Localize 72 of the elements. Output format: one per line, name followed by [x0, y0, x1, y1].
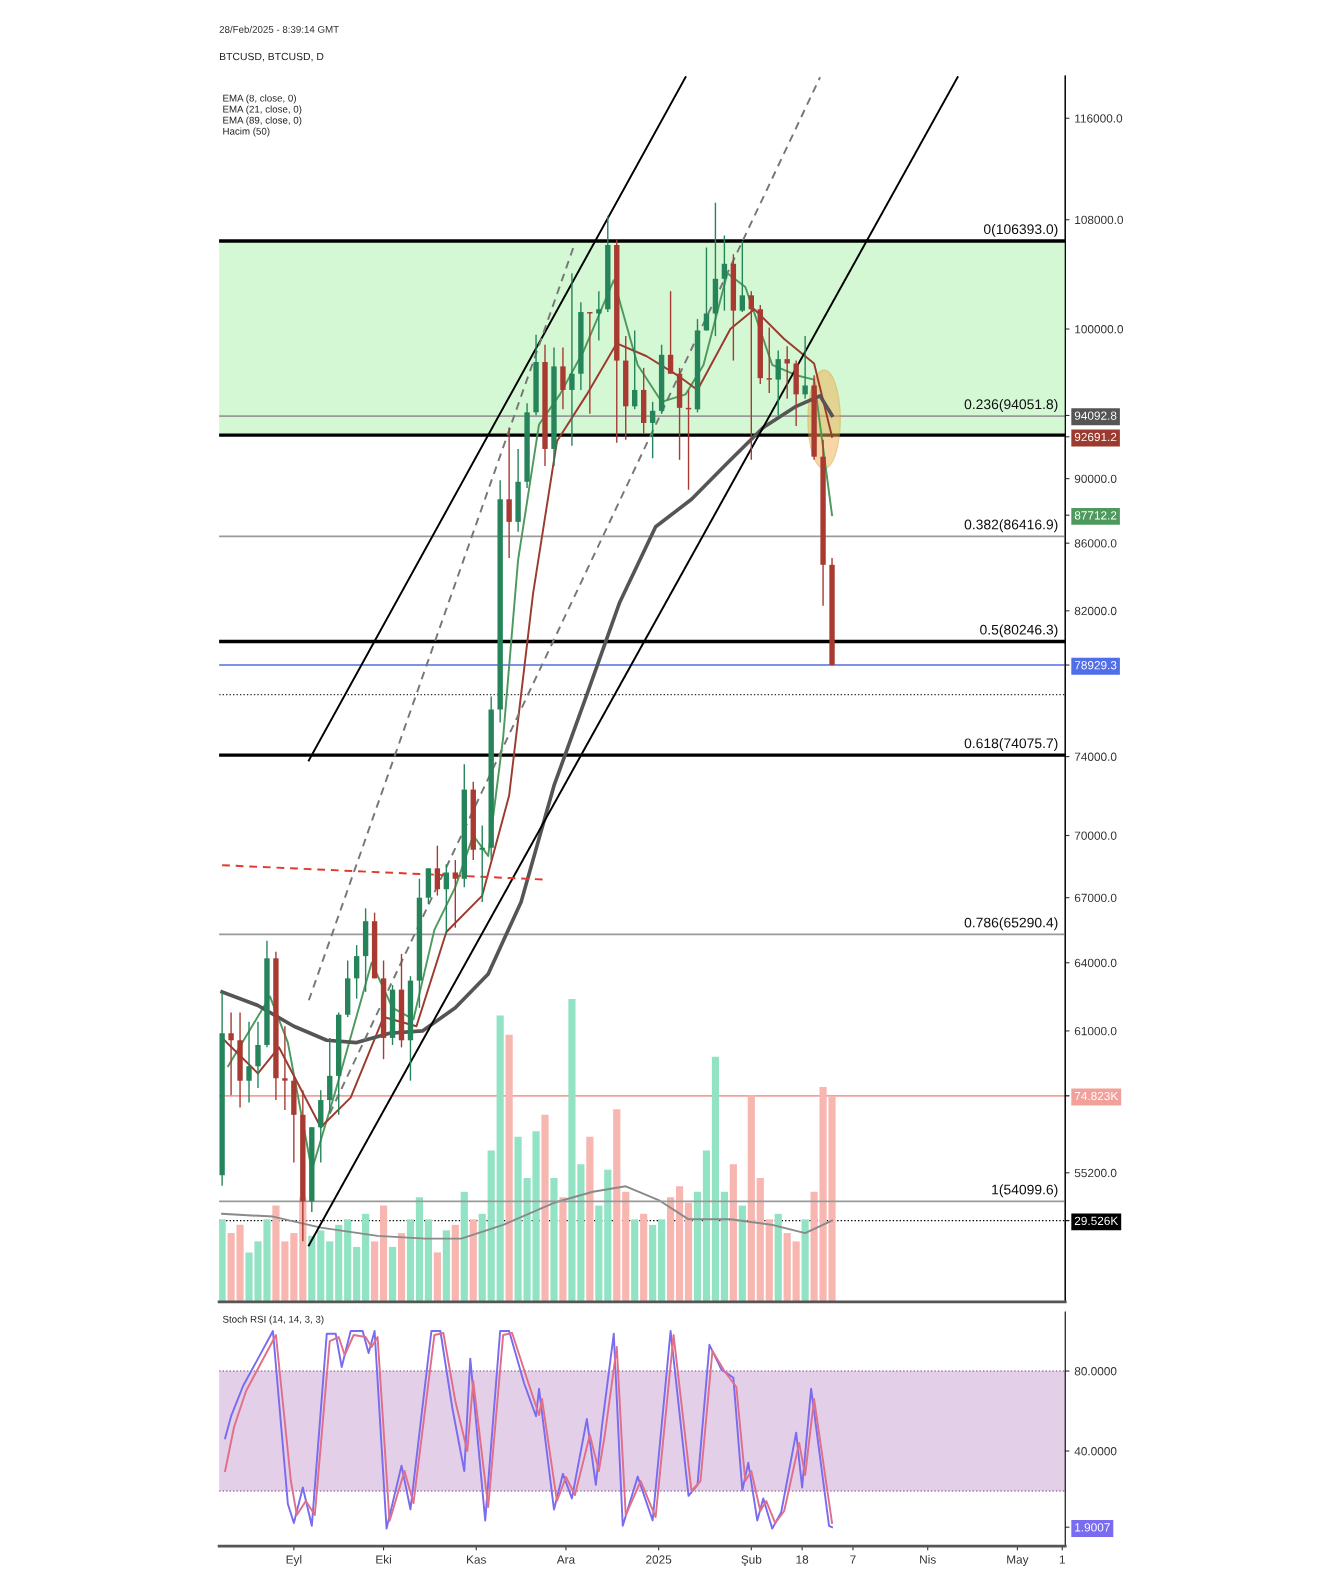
x-tick-label: 18: [796, 1555, 809, 1564]
ref-line-label: 0.5(80246.3): [980, 624, 1058, 638]
candlestick: [560, 346, 566, 411]
candlestick: [802, 335, 808, 400]
candlestick: [246, 1020, 252, 1104]
y-tick-label: 90000.0: [1074, 474, 1117, 484]
y-tick-label: 61000.0: [1074, 1026, 1117, 1036]
candlestick: [766, 326, 772, 394]
candlestick: [434, 844, 441, 897]
y-tick-label: 40.0000: [1074, 1447, 1117, 1456]
y-tick-label: 87712.2: [1074, 511, 1117, 520]
x-tick-label: Kas: [467, 1555, 486, 1564]
y-tick-label: 1.9007: [1075, 1523, 1110, 1532]
y-tick-label: 64000.0: [1074, 958, 1117, 968]
candlestick: [282, 1025, 288, 1111]
candlestick: [739, 240, 746, 313]
ref-line-label: 0.382(86416.9): [964, 519, 1058, 533]
y2-tick-label: 74.823K: [1074, 1091, 1119, 1101]
candlestick: [775, 349, 781, 417]
y-tick-label: 100000.0: [1075, 325, 1124, 334]
y-tick-label: 55200.0: [1074, 1168, 1117, 1178]
candlestick: [353, 944, 360, 1000]
annotation: Stoch RSI (14, 14, 3, 3): [222, 1315, 324, 1325]
candlestick: [452, 859, 459, 929]
y-tick-label: 108000.0: [1075, 215, 1124, 225]
y-tick-label: 74000.0: [1074, 752, 1117, 761]
x-tick-label: Şub: [741, 1555, 762, 1567]
line-series: [220, 394, 834, 1045]
y-tick-label: 67000.0: [1074, 893, 1117, 903]
candlestick: [667, 290, 674, 375]
y-tick-label: 94092.8: [1074, 411, 1117, 420]
candlestick: [569, 272, 575, 447]
x-tick-label: Eyl: [286, 1555, 302, 1567]
ref-line-label: 0.618(74075.7): [964, 738, 1058, 751]
chart-subtitle: BTCUSD, BTCUSD, D: [219, 52, 324, 62]
line-series: [221, 1185, 833, 1240]
candlestick: [506, 426, 512, 559]
candlestick: [255, 1020, 261, 1089]
candlestick: [721, 234, 728, 312]
y-tick-label: 78929.3: [1074, 661, 1117, 670]
candlestick: [784, 345, 790, 400]
annotation: EMA (8, close, 0): [223, 94, 296, 104]
x-tick-label: 7: [850, 1555, 856, 1564]
ref-line-label: 0.236(94051.8): [964, 398, 1058, 412]
y-tick-label: 86000.0: [1074, 539, 1117, 548]
ref-line-label: 0(106393.0): [983, 223, 1058, 237]
candlestick: [479, 824, 485, 903]
candlestick: [228, 1011, 234, 1096]
x-tick-label: 2025: [646, 1555, 672, 1564]
candlestick: [596, 290, 602, 342]
ref-line-label: 0.786(65290.4): [964, 917, 1058, 931]
chart-title: 28/Feb/2025 - 8:39:14 GMT: [219, 25, 339, 33]
candlestick: [703, 246, 710, 332]
candlestick: [748, 290, 754, 461]
y-tick-label: 116000.0: [1075, 114, 1123, 123]
y-tick-label: 82000.0: [1074, 606, 1117, 616]
x-tick-label: Eki: [376, 1555, 391, 1564]
y2-tick-label: 29.526K: [1074, 1216, 1119, 1226]
ref-line-label: 1(54099.6): [992, 1184, 1058, 1198]
x-tick-label: Nis: [920, 1555, 936, 1564]
y-tick-label: 92691.2: [1074, 432, 1117, 442]
candlestick: [443, 863, 450, 935]
x-tick-label: Ara: [556, 1555, 576, 1564]
annotation: EMA (21, close, 0): [223, 105, 302, 115]
y-tick-label: 80.0000: [1074, 1367, 1117, 1376]
annotation: EMA (89, close, 0): [223, 116, 302, 126]
x-tick-label: 1: [1059, 1555, 1065, 1564]
candlestick: [632, 329, 638, 411]
annotation: Hacim (50): [223, 127, 270, 137]
y-tick-label: 70000.0: [1074, 831, 1117, 840]
x-tick-label: May: [1007, 1555, 1029, 1567]
candlestick: [649, 401, 656, 459]
